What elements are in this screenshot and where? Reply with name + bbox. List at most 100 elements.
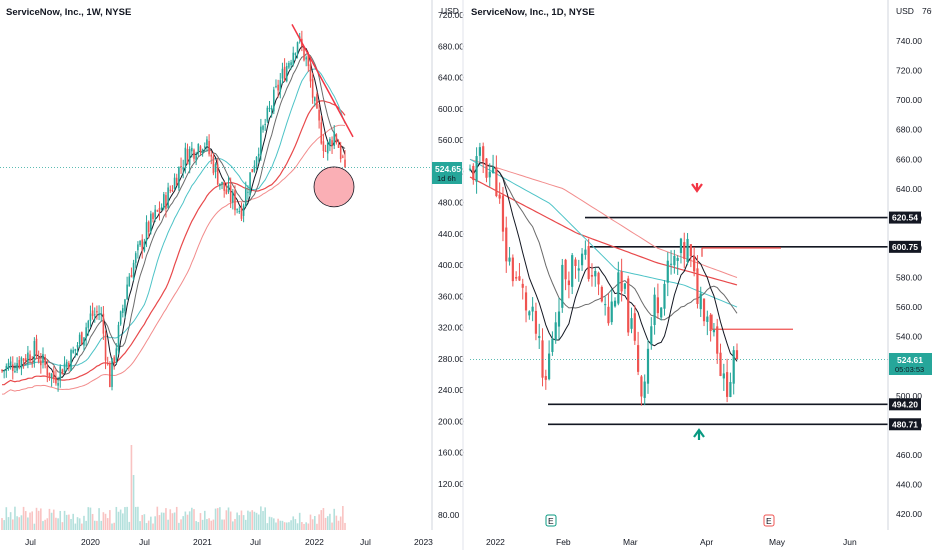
right-moving-averages (469, 158, 738, 362)
left-candle (152, 213, 154, 220)
left-volume-bar (223, 519, 225, 530)
left-volume-bar (44, 519, 46, 530)
left-volume-bar (122, 513, 124, 530)
left-candle (208, 141, 210, 155)
left-volume-bar (210, 520, 213, 530)
left-candle (251, 169, 254, 173)
left-volume-bar (50, 512, 53, 530)
left-candle (40, 360, 42, 366)
left-volume-bar (63, 510, 66, 530)
left-volume-bar (251, 510, 254, 530)
earnings-marker-label: E (766, 516, 772, 526)
left-candle (132, 262, 135, 279)
right-candle (660, 307, 663, 318)
left-volume-bar (169, 509, 172, 530)
right-chart[interactable]: ServiceNow, Inc., 1D, NYSE EE USD 760 42… (468, 0, 932, 547)
left-volume-bar (1, 518, 3, 530)
left-candle (264, 124, 266, 126)
right-price-tick: 580.00 (896, 273, 922, 283)
right-price-tick: 680.00 (896, 125, 922, 135)
right-candle (669, 263, 673, 265)
left-chart[interactable]: ServiceNow, Inc., 1W, NYSE USD 80.00 120.… (0, 0, 464, 547)
left-price-tick: 720.00 (438, 10, 464, 20)
left-time-axis[interactable]: Jul 2020 Jul 2021 Jul 2022 Jul 2023 (25, 537, 433, 547)
left-candle (242, 205, 245, 216)
left-candle (156, 210, 159, 212)
left-candle (29, 354, 31, 362)
left-volume-bar (292, 516, 295, 530)
left-candle (257, 153, 260, 157)
left-candle (46, 365, 49, 376)
left-candle (74, 348, 77, 351)
left-volume-bar (61, 522, 64, 530)
left-candle (102, 313, 105, 334)
right-price-tick: 700.00 (896, 95, 922, 105)
left-volume-bar (186, 514, 189, 530)
right-level-tag-bg (889, 211, 921, 224)
left-volume-bar (227, 507, 230, 530)
right-candle (495, 167, 498, 197)
right-candle (574, 259, 577, 266)
right-sma-200 (469, 158, 738, 278)
left-candle (309, 64, 312, 82)
left-volume-bar (106, 518, 109, 530)
left-candle (20, 357, 23, 369)
left-candle (167, 187, 169, 209)
left-volume-bar (344, 522, 346, 530)
left-volume-bar (22, 506, 25, 530)
left-candle (253, 165, 256, 172)
right-candle (594, 271, 597, 277)
left-volume-bar (18, 517, 21, 530)
right-candle (468, 168, 472, 170)
right-time-tick: Apr (700, 537, 713, 547)
left-candle (14, 370, 16, 372)
left-volume-bar (173, 512, 176, 530)
left-candle (285, 66, 288, 82)
left-candle (236, 209, 238, 211)
left-price-tick: 80.00 (438, 510, 460, 520)
left-candle (154, 209, 156, 218)
left-candle (333, 131, 336, 146)
left-candle (240, 207, 243, 219)
right-candle (600, 287, 603, 302)
left-volume-bar (81, 523, 83, 530)
left-candle (313, 97, 316, 101)
right-time-tick: May (769, 537, 786, 547)
left-candle (24, 358, 27, 362)
right-candle (610, 301, 613, 323)
right-candle (679, 238, 683, 254)
left-volume-bar (98, 508, 100, 530)
left-candle (117, 324, 120, 351)
right-price-tick: 720.00 (896, 66, 922, 76)
left-price-tick: 160.00 (438, 448, 464, 458)
left-volume-bar (214, 508, 217, 530)
left-candle (337, 144, 340, 148)
left-time-tick: 2022 (305, 537, 324, 547)
right-time-axis[interactable]: 2022 Feb Mar Apr May Jun (486, 537, 857, 547)
left-volume-bar (268, 516, 271, 530)
left-candle (9, 361, 12, 366)
left-candle (104, 334, 107, 361)
right-level-tag: 620.54 (892, 213, 918, 223)
right-axis-top-value: 760 (922, 6, 932, 16)
right-time-tick: Feb (556, 537, 571, 547)
left-volume-bar (313, 516, 316, 530)
left-volume-bar (72, 513, 74, 530)
left-price-tick: 120.00 (438, 479, 464, 489)
left-candle (68, 362, 70, 369)
left-volume-bar (290, 520, 292, 530)
right-candle (528, 311, 531, 316)
left-volume-bar (257, 514, 260, 530)
left-volume-bar (303, 523, 305, 530)
left-price-axis[interactable]: 80.00 120.00 160.00 200.00 240.00 280.00 320.0… (438, 10, 464, 520)
left-candle (150, 213, 152, 232)
left-candle (270, 108, 273, 110)
right-price-axis[interactable]: 420.00440.00460.00480.00500.00520.00540.… (896, 36, 922, 519)
left-time-tick: Jul (250, 537, 261, 547)
right-candle (604, 304, 607, 306)
left-volume-bar (70, 518, 72, 530)
left-volume-bar (154, 516, 156, 530)
left-candle (18, 359, 21, 368)
right-candle (627, 278, 630, 333)
